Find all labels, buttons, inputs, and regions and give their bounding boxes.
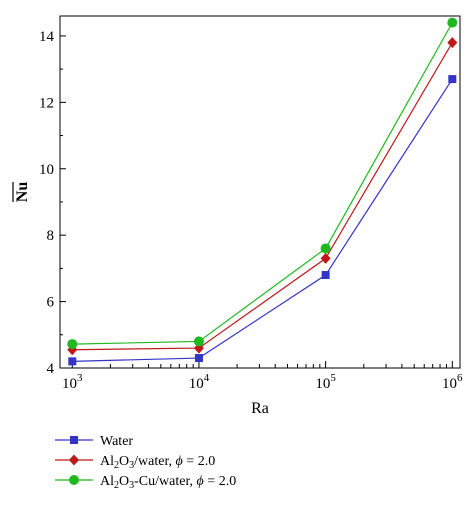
data-point-1-3 xyxy=(447,37,458,49)
data-point-2-1 xyxy=(193,336,204,347)
data-point-0-3 xyxy=(448,75,457,84)
series-line-0 xyxy=(72,78,453,362)
data-point-2-3 xyxy=(447,17,458,28)
data-point-1-2 xyxy=(320,252,331,264)
series-2 xyxy=(67,17,458,350)
legend-label-1: Al2O3/water, ϕ = 2.0 xyxy=(100,454,215,471)
data-point-0-2 xyxy=(321,271,330,280)
legend-marker-2 xyxy=(69,475,79,485)
x-axis-ticks: 103 104 105 106 xyxy=(62,361,463,392)
series-0 xyxy=(68,75,457,366)
legend-marker-1 xyxy=(69,454,79,466)
x-tick-label-0: 103 xyxy=(62,372,83,392)
series-line-2 xyxy=(72,22,453,345)
y-axis-label-group: Nu xyxy=(12,182,31,203)
legend-label-0: Water xyxy=(100,434,133,449)
y-tick-label-14: 14 xyxy=(39,29,55,45)
plot-frame xyxy=(59,15,461,369)
series-1 xyxy=(67,37,458,356)
x-tick-label-3: 106 xyxy=(442,372,463,392)
y-axis-ticks: 4 6 8 10 12 14 xyxy=(39,29,66,377)
y-axis-label: Nu xyxy=(14,182,31,203)
x-tick-label-1: 104 xyxy=(189,372,210,392)
data-point-2-0 xyxy=(67,339,78,350)
legend-label-2: Al2O3-Cu/water, ϕ = 2.0 xyxy=(100,474,236,491)
x-tick-label-2: 105 xyxy=(315,372,336,392)
data-point-0-0 xyxy=(68,357,77,366)
series-layer xyxy=(67,17,458,366)
y-tick-label-8: 8 xyxy=(47,228,55,244)
series-line-1 xyxy=(72,42,453,351)
data-point-0-1 xyxy=(194,354,203,363)
data-point-2-2 xyxy=(320,243,331,254)
legend-marker-0 xyxy=(70,436,78,444)
y-tick-label-12: 12 xyxy=(39,95,54,111)
y-tick-label-4: 4 xyxy=(47,361,55,377)
y-tick-label-6: 6 xyxy=(47,295,55,311)
x-axis-label: Ra xyxy=(251,400,269,417)
legend: Water Al2O3/water, ϕ = 2.0 Al2O3-Cu/water,… xyxy=(55,434,236,491)
y-tick-label-10: 10 xyxy=(39,162,54,178)
